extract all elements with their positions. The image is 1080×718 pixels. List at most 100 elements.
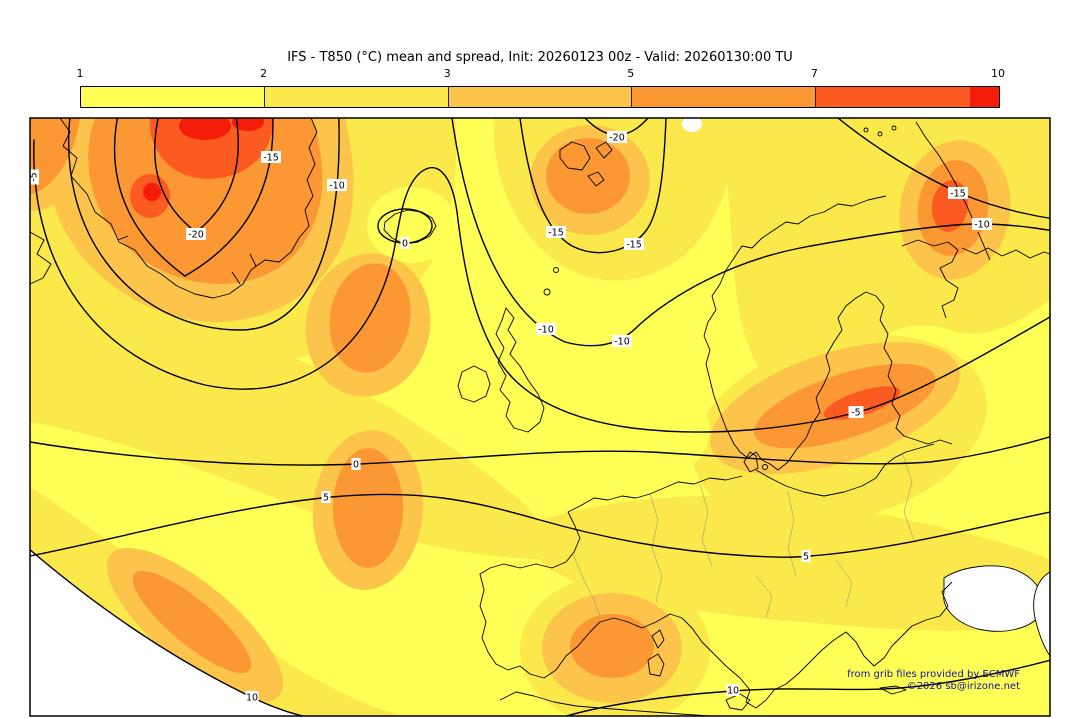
contour-label: -20 xyxy=(607,131,627,144)
svg-text:0: 0 xyxy=(402,239,408,250)
page-title: IFS - T850 (°C) mean and spread, Init: 2… xyxy=(287,50,793,65)
contour-label: -15 xyxy=(624,238,644,251)
contour-line-zero xyxy=(29,427,1080,466)
crete-coastline xyxy=(879,685,907,695)
spread-region-orange-biscay xyxy=(333,448,403,568)
svg-text:-5: -5 xyxy=(29,172,40,181)
colorbar-tick: 2 xyxy=(260,67,268,80)
iceland-coastline xyxy=(383,209,437,245)
colorbar-tick: 5 xyxy=(627,67,635,80)
contour-label: -15 xyxy=(261,151,281,164)
kola-white-sea-coastline xyxy=(901,239,959,319)
contour-line-plus10-mediterranean xyxy=(559,651,1080,718)
contour-label: -15 xyxy=(546,226,566,239)
spread-shading-layer xyxy=(28,112,1051,718)
country-borders xyxy=(571,451,915,619)
svalbard-coastline xyxy=(559,141,613,187)
caspian-sea xyxy=(1033,571,1051,658)
contour-line-minus15-trough xyxy=(519,117,667,254)
spread-region-white-southwest xyxy=(28,548,312,718)
svg-text:5: 5 xyxy=(323,493,329,504)
svg-text:-10: -10 xyxy=(329,181,345,192)
svg-text:-15: -15 xyxy=(548,228,564,239)
contour-line-minus5 xyxy=(33,139,1080,433)
contour-label: 10 xyxy=(726,684,740,697)
contour-label: -15 xyxy=(948,187,968,200)
scandinavia-coastline xyxy=(703,195,953,471)
colorbar-tick: 10 xyxy=(991,67,1005,80)
spread-region-orange-irminger xyxy=(329,263,411,373)
spread-region-red-core-3 xyxy=(143,183,161,201)
colorbar-tick: 1 xyxy=(76,67,84,80)
colorbar-segment-3-5 xyxy=(447,87,632,107)
contour-label: -5 xyxy=(848,406,864,419)
novaya-zemlya-coastline xyxy=(915,121,991,261)
contour-layer xyxy=(27,99,1080,718)
contour-label: -10 xyxy=(612,335,632,348)
shetland-islands xyxy=(543,288,551,296)
sardinia-coastline xyxy=(647,653,665,677)
colorbar-segment-5-7 xyxy=(631,87,816,107)
baltic-south-coastline xyxy=(755,443,935,497)
denmark-coastline xyxy=(743,451,759,473)
contour-label: 5 xyxy=(321,491,331,504)
spread-region-yellow-iceland xyxy=(367,187,457,263)
spread-region-gold-atlantic-band xyxy=(30,270,560,560)
svg-text:-10: -10 xyxy=(974,220,990,231)
contour-label: 0 xyxy=(351,458,361,471)
contour-line-plus5 xyxy=(29,493,1080,558)
spread-colorbar xyxy=(80,86,1000,108)
spread-region-redorange-scandinavia xyxy=(823,386,901,420)
spread-region-orange-west-med xyxy=(570,614,654,678)
svg-text:-15: -15 xyxy=(950,189,966,200)
europe-coastline xyxy=(479,475,953,709)
spread-region-orange-southwest-band xyxy=(132,570,252,674)
contour-label: 5 xyxy=(801,550,811,563)
svg-text:-15: -15 xyxy=(626,240,642,251)
ireland-coastline xyxy=(457,365,491,403)
svg-text:5: 5 xyxy=(803,552,809,563)
franz-josef-island xyxy=(891,125,897,131)
arctic-russia-coastline xyxy=(961,247,1051,259)
contour-label: -10 xyxy=(327,179,347,192)
svg-text:10: 10 xyxy=(246,693,258,704)
franz-josef-island xyxy=(863,127,869,133)
svg-text:-20: -20 xyxy=(188,230,204,241)
spread-region-redorange-greenland-core xyxy=(149,118,274,179)
contour-label: 0 xyxy=(400,237,410,250)
map-border xyxy=(29,117,1051,717)
zealand-island xyxy=(762,464,768,470)
credits: from grib files provided by ECMWF ©2026 … xyxy=(847,669,1020,693)
svg-text:-10: -10 xyxy=(614,337,630,348)
svg-text:0: 0 xyxy=(353,460,359,471)
colorbar-segment-7-10 xyxy=(815,87,999,107)
coastline-layer xyxy=(29,117,1051,717)
spread-region-red-core-1 xyxy=(179,112,231,140)
credit-line-2: ©2026 sb@irizone.net xyxy=(906,681,1020,692)
svg-text:-20: -20 xyxy=(609,133,625,144)
corsica-coastline xyxy=(651,629,665,649)
greenland-fjords xyxy=(117,235,257,285)
svg-text:10: 10 xyxy=(727,686,739,697)
svg-text:-10: -10 xyxy=(538,325,554,336)
faroe-islands xyxy=(553,267,559,273)
greenland-coastline xyxy=(59,117,318,299)
colorbar-segment-2-3 xyxy=(263,87,448,107)
svg-text:-15: -15 xyxy=(263,153,279,164)
contour-line-minus15-greenland xyxy=(113,104,274,277)
contour-label: -20 xyxy=(186,228,206,241)
svg-text:-5: -5 xyxy=(851,408,860,419)
contour-label: 10 xyxy=(245,691,259,704)
contour-line-plus10-southwest xyxy=(27,547,313,718)
spread-region-white-arctic-sliver xyxy=(682,116,702,132)
colorbar-endcap-red xyxy=(969,87,999,107)
contour-label: -10 xyxy=(972,218,992,231)
credit-line-1: from grib files provided by ECMWF xyxy=(847,669,1020,680)
colorbar-tick: 7 xyxy=(810,67,818,80)
contour-line-minus10-greenland xyxy=(67,99,340,331)
franz-josef-island xyxy=(877,131,883,137)
colorbar-tick: 3 xyxy=(443,67,451,80)
baffin-coastline xyxy=(29,231,52,285)
north-africa-coastline xyxy=(499,691,711,717)
